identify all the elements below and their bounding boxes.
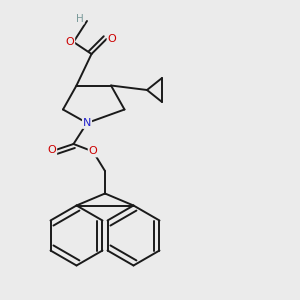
Text: O: O <box>47 145 56 155</box>
Text: O: O <box>65 37 74 47</box>
Text: N: N <box>83 118 91 128</box>
Text: O: O <box>88 146 98 157</box>
Text: O: O <box>107 34 116 44</box>
Text: H: H <box>76 14 84 24</box>
